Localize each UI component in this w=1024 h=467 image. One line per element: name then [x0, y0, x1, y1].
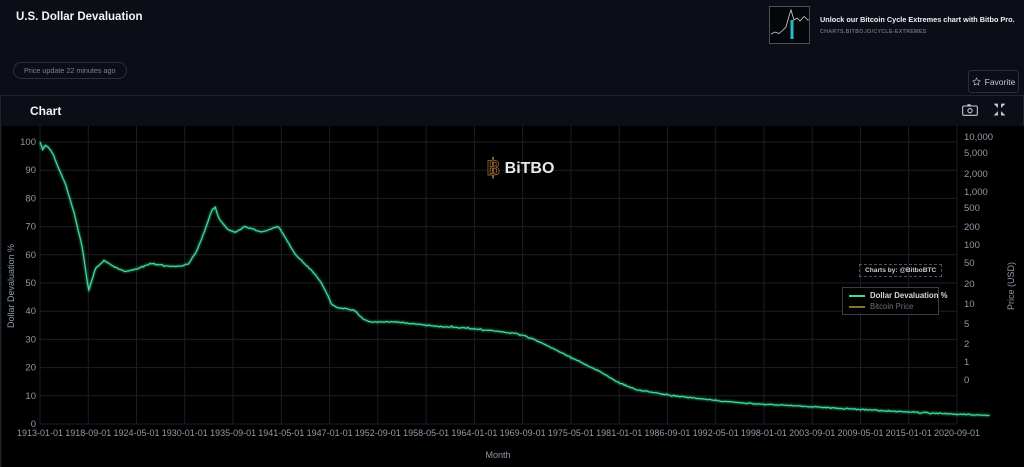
svg-text:100: 100: [20, 137, 36, 148]
svg-text:1969-09-01: 1969-09-01: [500, 428, 546, 438]
svg-text:Month: Month: [485, 450, 510, 460]
svg-text:40: 40: [25, 306, 36, 317]
svg-text:1952-09-01: 1952-09-01: [355, 428, 401, 438]
svg-text:2020-09-01: 2020-09-01: [934, 428, 980, 438]
svg-text:60: 60: [25, 250, 36, 261]
svg-text:1964-01-01: 1964-01-01: [451, 428, 497, 438]
svg-text:10: 10: [25, 391, 36, 402]
svg-text:80: 80: [25, 193, 36, 204]
svg-text:1930-01-01: 1930-01-01: [162, 428, 208, 438]
svg-text:1998-01-01: 1998-01-01: [741, 428, 787, 438]
svg-text:2015-01-01: 2015-01-01: [886, 428, 932, 438]
svg-text:1924-05-01: 1924-05-01: [113, 428, 159, 438]
svg-text:90: 90: [25, 165, 36, 176]
svg-text:1958-05-01: 1958-05-01: [403, 428, 449, 438]
svg-text:1981-01-01: 1981-01-01: [596, 428, 642, 438]
svg-text:1913-01-01: 1913-01-01: [17, 428, 63, 438]
svg-text:1935-09-01: 1935-09-01: [210, 428, 256, 438]
svg-text:1,000: 1,000: [964, 187, 988, 198]
svg-text:1941-05-01: 1941-05-01: [258, 428, 304, 438]
svg-text:2: 2: [964, 339, 969, 350]
svg-text:1992-05-01: 1992-05-01: [693, 428, 739, 438]
svg-text:1918-09-01: 1918-09-01: [65, 428, 111, 438]
svg-text:50: 50: [964, 258, 975, 269]
svg-text:2,000: 2,000: [964, 169, 988, 180]
svg-text:1986-09-01: 1986-09-01: [644, 428, 690, 438]
svg-text:500: 500: [964, 203, 980, 214]
svg-text:1947-01-01: 1947-01-01: [307, 428, 353, 438]
svg-text:5: 5: [964, 319, 969, 330]
svg-text:5,000: 5,000: [964, 148, 988, 159]
svg-text:1: 1: [964, 357, 969, 368]
svg-text:2009-05-01: 2009-05-01: [837, 428, 883, 438]
svg-text:30: 30: [25, 334, 36, 345]
svg-text:50: 50: [25, 278, 36, 289]
svg-text:Dollar Devaluation %: Dollar Devaluation %: [6, 244, 16, 328]
svg-text:200: 200: [964, 222, 980, 233]
svg-text:70: 70: [25, 222, 36, 233]
svg-text:1975-05-01: 1975-05-01: [548, 428, 594, 438]
svg-text:Price (USD): Price (USD): [1006, 262, 1016, 310]
svg-text:10,000: 10,000: [964, 132, 993, 143]
svg-text:0: 0: [964, 375, 969, 386]
svg-text:20: 20: [964, 279, 975, 290]
svg-text:20: 20: [25, 363, 36, 374]
svg-text:100: 100: [964, 240, 980, 251]
svg-text:2003-09-01: 2003-09-01: [789, 428, 835, 438]
svg-text:10: 10: [964, 299, 975, 310]
